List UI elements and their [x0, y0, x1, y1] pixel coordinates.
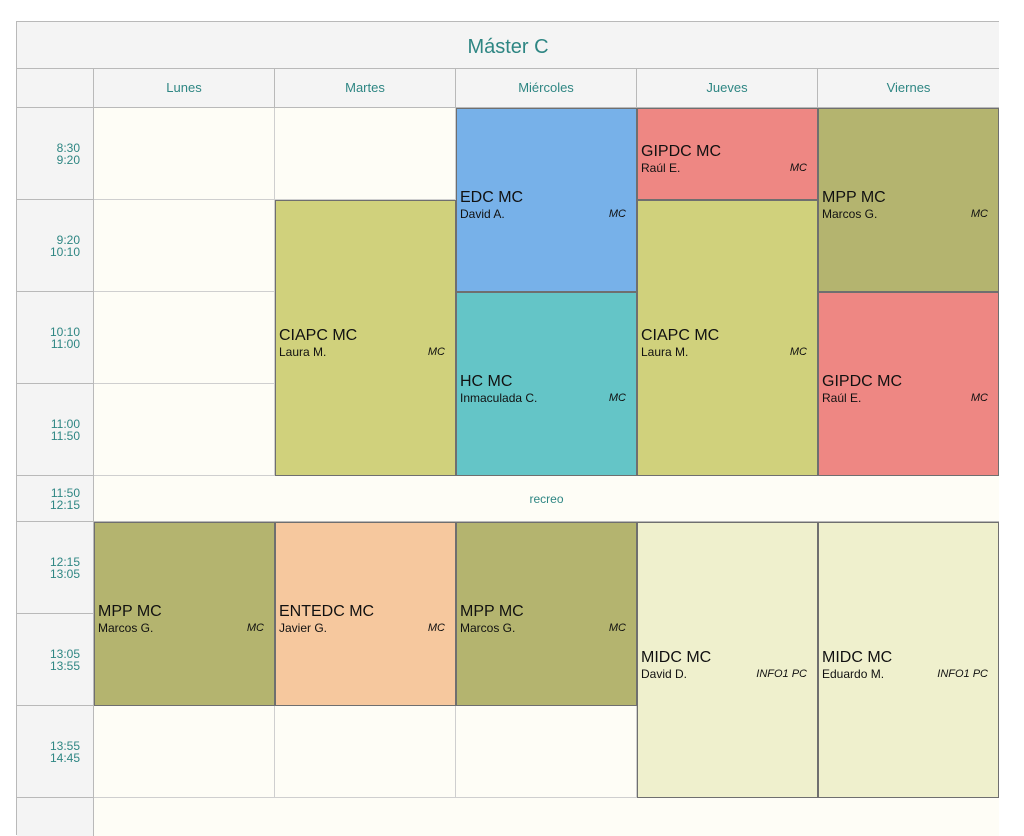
session-gipdc-jueves[interactable]: GIPDC MC Raúl E. MC: [637, 108, 818, 200]
break-row: recreo: [94, 476, 999, 522]
day-header-viernes: Viernes: [818, 69, 999, 108]
time-slot: 10:10 11:00: [17, 292, 94, 384]
session-teacher: Javier G.: [279, 620, 328, 635]
session-subject: GIPDC MC: [641, 142, 721, 160]
day-header-lunes: Lunes: [94, 69, 275, 108]
page-title: Máster C: [17, 22, 999, 69]
time-end: 11:50: [50, 428, 80, 443]
time-slot: 8:30 9:20: [17, 108, 94, 200]
time-end: 10:10: [49, 244, 80, 259]
session-subject: ENTEDC MC: [279, 602, 375, 620]
session-room: MC: [970, 207, 988, 220]
session-room: MC: [789, 161, 807, 174]
session-room: INFO1 PC: [756, 667, 807, 680]
session-room: MC: [427, 621, 445, 634]
empty-slot: [275, 108, 456, 200]
time-slot: 9:20 10:10: [17, 200, 94, 292]
day-header-miercoles: Miércoles: [456, 69, 637, 108]
session-subject: GIPDC MC: [822, 372, 902, 390]
session-room: MC: [608, 391, 626, 404]
time-end: 14:45: [49, 750, 80, 765]
empty-slot: [275, 706, 456, 798]
time-slot: 11:50 12:15: [17, 476, 94, 522]
session-entedc-martes[interactable]: ENTEDC MC Javier G. MC: [275, 522, 456, 706]
time-start: 10:10: [49, 324, 80, 339]
empty-slot: [456, 706, 637, 798]
time-start: 11:00: [50, 416, 80, 431]
session-subject: MPP MC: [98, 602, 162, 620]
session-room: MC: [608, 621, 626, 634]
session-subject: CIAPC MC: [641, 326, 720, 344]
time-slot: 13:55 14:45: [17, 706, 94, 798]
empty-row: [94, 798, 999, 836]
session-teacher: Laura M.: [279, 344, 327, 359]
session-room: MC: [970, 391, 988, 404]
session-ciapc-martes[interactable]: CIAPC MC Laura M. MC: [275, 200, 456, 476]
session-subject: MIDC MC: [641, 648, 712, 666]
session-teacher: Eduardo M.: [822, 666, 885, 681]
time-start: 8:30: [56, 140, 80, 155]
session-midc-jueves[interactable]: MIDC MC David D. INFO1 PC: [637, 522, 818, 798]
session-subject: CIAPC MC: [279, 326, 358, 344]
session-teacher: Marcos G.: [98, 620, 154, 635]
session-room: MC: [789, 345, 807, 358]
corner-cell: [17, 69, 94, 108]
session-subject: MIDC MC: [822, 648, 893, 666]
session-teacher: Inmaculada C.: [460, 390, 538, 405]
session-room: MC: [427, 345, 445, 358]
time-start: 12:15: [49, 554, 80, 569]
time-start: 9:20: [56, 232, 80, 247]
session-hc-miercoles[interactable]: HC MC Inmaculada C. MC: [456, 292, 637, 476]
time-end: 13:55: [49, 658, 80, 673]
session-mpp-lunes[interactable]: MPP MC Marcos G. MC: [94, 522, 275, 706]
timetable: Máster C Lunes Martes Miércoles Jueves V…: [16, 21, 999, 836]
session-teacher: Raúl E.: [822, 390, 862, 405]
empty-slot: [94, 292, 275, 384]
empty-slot: [94, 200, 275, 292]
session-room: MC: [246, 621, 264, 634]
session-midc-viernes[interactable]: MIDC MC Eduardo M. INFO1 PC: [818, 522, 999, 798]
session-teacher: Marcos G.: [822, 206, 878, 221]
session-gipdc-viernes[interactable]: GIPDC MC Raúl E. MC: [818, 292, 999, 476]
time-slot: 13:05 13:55: [17, 614, 94, 706]
session-subject: HC MC: [460, 372, 513, 390]
time-start: 11:50: [50, 485, 80, 500]
session-edc-miercoles[interactable]: EDC MC David A. MC: [456, 108, 637, 292]
time-start: 13:55: [49, 738, 80, 753]
time-slot-empty: [17, 798, 94, 836]
time-end: 13:05: [49, 566, 80, 581]
session-teacher: Raúl E.: [641, 160, 681, 175]
session-mpp-miercoles[interactable]: MPP MC Marcos G. MC: [456, 522, 637, 706]
session-teacher: Marcos G.: [460, 620, 516, 635]
time-end: 9:20: [56, 152, 80, 167]
time-end: 11:00: [50, 336, 80, 351]
session-subject: MPP MC: [822, 188, 886, 206]
session-subject: MPP MC: [460, 602, 524, 620]
session-teacher: David A.: [460, 206, 505, 221]
time-slot: 12:15 13:05: [17, 522, 94, 614]
day-header-jueves: Jueves: [637, 69, 818, 108]
time-start: 13:05: [49, 646, 80, 661]
empty-slot: [94, 706, 275, 798]
session-mpp-viernes[interactable]: MPP MC Marcos G. MC: [818, 108, 999, 292]
time-slot: 11:00 11:50: [17, 384, 94, 476]
session-room: INFO1 PC: [937, 667, 988, 680]
session-ciapc-jueves[interactable]: CIAPC MC Laura M. MC: [637, 200, 818, 476]
session-room: MC: [608, 207, 626, 220]
day-header-martes: Martes: [275, 69, 456, 108]
time-end: 12:15: [49, 497, 80, 512]
session-teacher: Laura M.: [641, 344, 689, 359]
empty-slot: [94, 108, 275, 200]
session-teacher: David D.: [641, 666, 688, 681]
session-subject: EDC MC: [460, 188, 524, 206]
empty-slot: [94, 384, 275, 476]
